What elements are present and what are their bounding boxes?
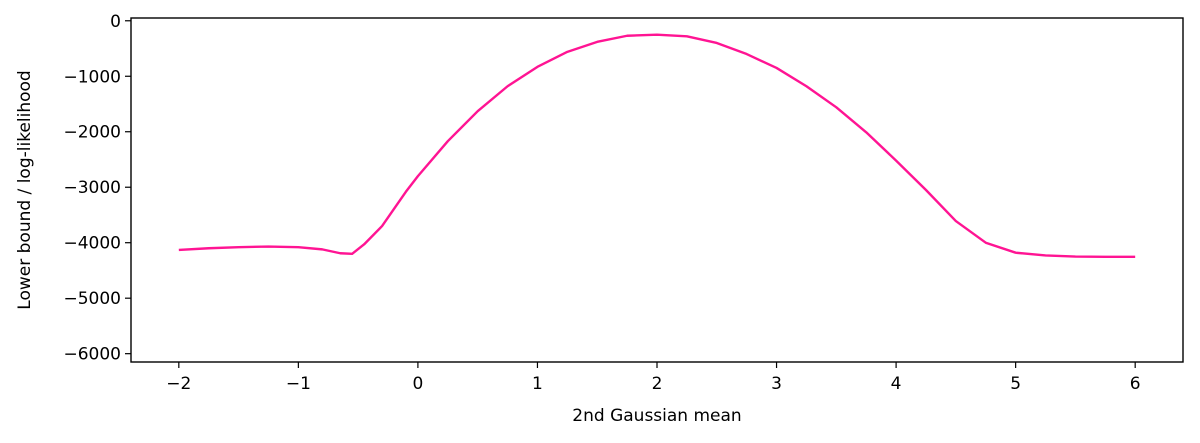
x-tick-label: 5 <box>1010 374 1021 394</box>
x-tick-label: 1 <box>532 374 543 394</box>
series-line-0 <box>178 33 1136 259</box>
x-tick-label: 0 <box>412 374 423 394</box>
y-tick-label: −5000 <box>63 289 121 309</box>
y-axis: 0 −1000 −2000 −3000 −4000 −5000 −6000 <box>63 12 131 365</box>
x-tick-label: 3 <box>771 374 782 394</box>
x-tick-label: 2 <box>652 374 663 394</box>
series-layer <box>178 33 1136 259</box>
y-tick-label: 0 <box>110 12 121 32</box>
y-tick-label: −6000 <box>63 345 121 365</box>
y-tick-label: −2000 <box>63 123 121 143</box>
y-tick-label: −4000 <box>63 234 121 254</box>
y-tick-label: −3000 <box>63 178 121 198</box>
x-tick-label: 4 <box>891 374 902 394</box>
y-axis-label: Lower bound / log-likelihood <box>15 70 35 309</box>
x-tick-label: −2 <box>166 374 191 394</box>
x-axis: −2 −1 0 1 2 3 4 5 6 <box>166 362 1141 394</box>
y-tick-label: −1000 <box>63 67 121 87</box>
x-tick-label: −1 <box>286 374 311 394</box>
plot-frame <box>130 17 1184 363</box>
x-axis-label: 2nd Gaussian mean <box>572 406 741 426</box>
x-tick-label: 6 <box>1130 374 1141 394</box>
